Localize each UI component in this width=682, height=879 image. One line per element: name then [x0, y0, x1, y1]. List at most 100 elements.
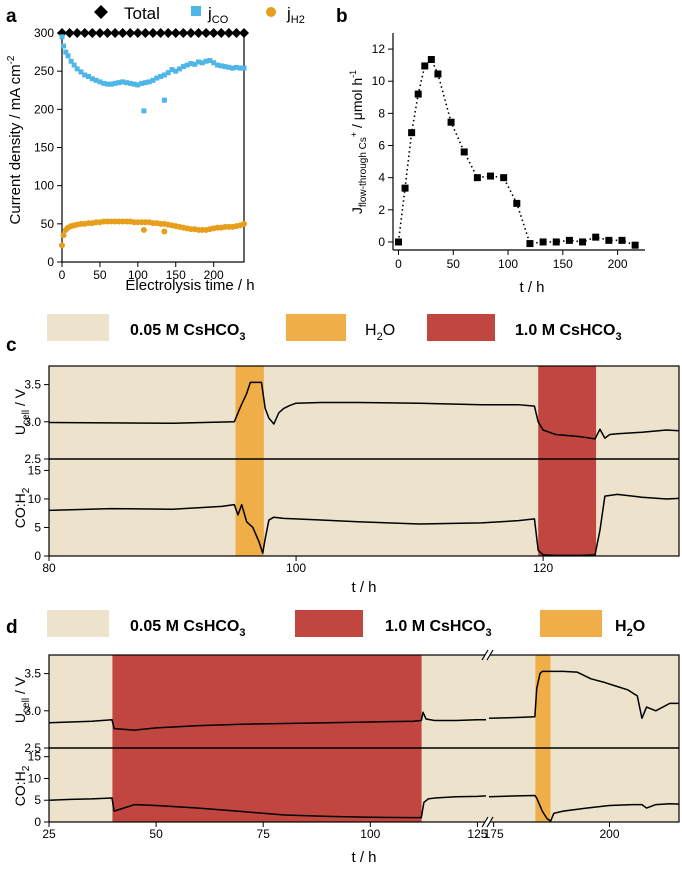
- point-total: [208, 28, 219, 38]
- point-total: [132, 28, 143, 38]
- point-total: [223, 28, 234, 38]
- electrolyte-region: [112, 655, 422, 822]
- panel-c-xtick-label: 100: [286, 561, 306, 575]
- panel-c-ytick-label: 10: [28, 492, 42, 506]
- point-jco: [63, 49, 69, 55]
- panel-d-ylabel-bottom: CO:H2: [12, 765, 32, 806]
- cs-flow-point: [401, 184, 409, 192]
- point-total: [216, 28, 227, 38]
- point-total: [170, 28, 181, 38]
- legend-jco-marker: [191, 6, 201, 16]
- point-total: [79, 28, 90, 38]
- panel-d-ytick-label: 3.0: [24, 704, 41, 718]
- legend-total-marker: [94, 5, 108, 19]
- cs-flow-point: [579, 238, 587, 246]
- cs-flow-point: [394, 238, 402, 246]
- panel-d: d 0.05 M CsHCO3 1.0 M CsHCO3 H2O 2.5 3.0 3…: [6, 610, 680, 866]
- panel-c-lines: [49, 381, 679, 556]
- point-jco: [233, 64, 239, 70]
- panel-d-xtick-label: 125: [467, 827, 487, 841]
- legend-d-swatch-h2o: [540, 610, 602, 637]
- electrolyte-region: [538, 366, 597, 556]
- point-jco: [135, 82, 141, 88]
- point-jco: [173, 68, 179, 74]
- legend-jco-label: jCO: [207, 4, 229, 26]
- panel-c-letter: c: [6, 335, 17, 356]
- electrolyte-region: [535, 655, 551, 822]
- panel-b-xtick-label: 100: [498, 257, 518, 271]
- point-jco: [188, 61, 194, 67]
- panel-a-ytick-label: 200: [34, 102, 54, 116]
- point-jco: [230, 65, 236, 71]
- panel-d-ylabel-top: Ucell / V: [12, 676, 32, 723]
- point-jco: [146, 79, 152, 85]
- panel-c-ytick-label: 3.0: [24, 415, 41, 429]
- panel-b: b 0 2 4 6 8 10 12 0 50 100 150 200 Jflow-through Cs…: [336, 6, 645, 296]
- legend-d-swatch-10: [295, 610, 363, 637]
- point-jco: [68, 58, 74, 64]
- panel-a-xtick-label: 200: [204, 268, 224, 282]
- panel-a-xtick-label: 0: [59, 268, 66, 282]
- panel-a-ylabel: Current density / mA cm-2: [6, 55, 24, 224]
- cs-flow-point: [487, 172, 495, 180]
- point-jco: [71, 62, 77, 68]
- panel-b-ytick-label: 6: [378, 139, 385, 153]
- axis-break-fill: [486, 655, 489, 822]
- point-jco: [222, 64, 228, 70]
- panel-b-xtick-label: 0: [395, 257, 402, 271]
- legend-d-label-10: 1.0 M CsHCO3: [385, 618, 492, 639]
- point-jco: [61, 43, 67, 49]
- panel-b-ytick-label: 0: [378, 235, 385, 249]
- cs-flow-point: [631, 241, 639, 249]
- panel-c-ytick-label: 3.5: [24, 378, 41, 392]
- panel-c-ytick-label: 0: [34, 549, 41, 563]
- point-jco: [74, 66, 80, 72]
- panel-c: c 0.05 M CsHCO3 H2O 1.0 M CsHCO3 2.5 3.0 3…: [6, 314, 680, 596]
- point-total: [163, 28, 174, 38]
- electrolyte-region: [49, 655, 113, 822]
- point-jco: [141, 108, 147, 114]
- legend-jh2-marker: [266, 7, 276, 17]
- point-jco: [180, 64, 186, 70]
- cs-flow-point: [414, 90, 422, 98]
- panel-c-xtick-label: 80: [42, 561, 56, 575]
- legend-total-label: Total: [124, 4, 160, 23]
- point-jco: [65, 53, 71, 59]
- point-jco: [116, 80, 122, 86]
- panel-a-axes: 0 50 100 150 200 250 300 0 50 100 150 200: [34, 26, 245, 282]
- co-h2-line: [488, 794, 679, 822]
- panel-d-xtick-label: 100: [360, 827, 380, 841]
- electrolyte-region: [489, 655, 536, 822]
- point-total: [125, 28, 136, 38]
- panel-c-axes: 2.5 3.0 3.5 0 5 10 15 80 100 120: [24, 365, 680, 575]
- panel-a-ytick-label: 50: [41, 217, 55, 231]
- ucell-line: [49, 711, 486, 731]
- panel-d-ytick-label: 0: [34, 815, 41, 829]
- panel-a-legend: Total jCO jH2: [94, 4, 305, 26]
- panel-d-lines: [49, 670, 679, 822]
- panel-d-ytick-label: 15: [28, 750, 42, 764]
- legend-c-label-10: 1.0 M CsHCO3: [515, 322, 622, 343]
- cs-flow-point: [552, 238, 560, 246]
- point-jh2: [140, 226, 147, 233]
- panel-b-ytick-label: 12: [372, 42, 386, 56]
- cs-flow-point: [565, 236, 573, 244]
- panel-b-axes: 0 2 4 6 8 10 12 0 50 100 150 200: [372, 33, 645, 271]
- electrolyte-region: [263, 366, 539, 556]
- panel-c-ylabel-top: Ucell / V: [12, 388, 32, 435]
- panel-a-xtick-label: 50: [93, 268, 107, 282]
- panel-a: a Total jCO jH2 0 50 100 150 200 250 300 0 50 100…: [6, 4, 305, 294]
- panel-c-ytick-label: 5: [34, 520, 41, 534]
- axis-break-mark: [486, 816, 494, 828]
- point-jco: [161, 97, 167, 103]
- point-jh2: [60, 232, 67, 239]
- panel-a-ytick-label: 150: [34, 141, 54, 155]
- point-jco: [196, 59, 201, 65]
- panel-a-xtick-label: 100: [128, 268, 148, 282]
- legend-d-label-h2o: H2O: [615, 618, 645, 639]
- axis-break-mark: [486, 649, 494, 661]
- point-jco: [127, 80, 133, 86]
- point-total: [110, 28, 121, 38]
